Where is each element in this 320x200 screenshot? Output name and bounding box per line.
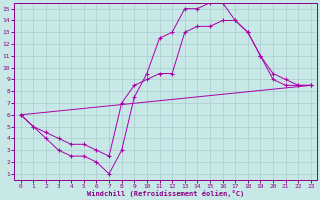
X-axis label: Windchill (Refroidissement éolien,°C): Windchill (Refroidissement éolien,°C) xyxy=(87,190,244,197)
